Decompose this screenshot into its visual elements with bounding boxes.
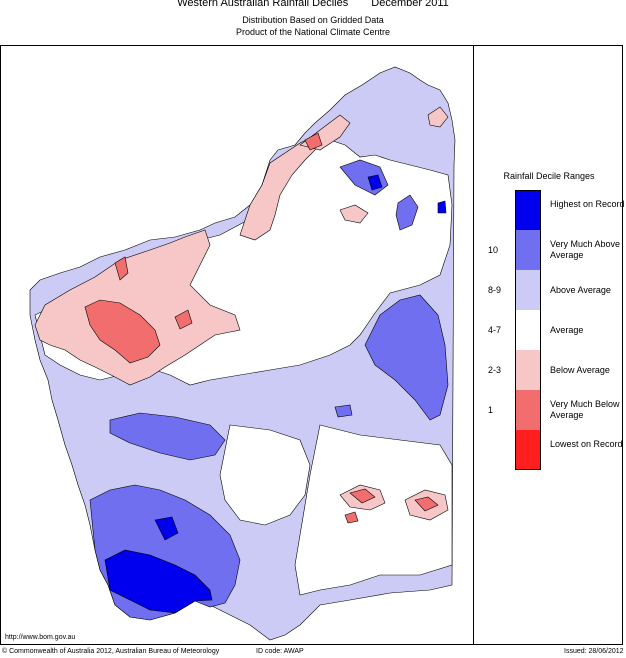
vmaa-centre: [109, 412, 226, 461]
below-average-pilbara: [34, 229, 241, 386]
bom-url: http://www.bom.gov.au: [5, 634, 76, 641]
title-period: December 2011: [371, 0, 449, 9]
legend-divider: [473, 45, 474, 645]
vmba-small-2: [174, 309, 193, 330]
map-frame: [0, 45, 623, 645]
id-code: ID code: AWAP: [256, 648, 304, 655]
legend-title: Rainfall Decile Ranges: [503, 171, 595, 181]
below-average-small: [339, 204, 369, 224]
below-average-ne: [427, 106, 449, 128]
legend-range-8-9: 8-9: [488, 285, 502, 295]
vmba-pilbara: [84, 299, 161, 364]
copyright-text: © Commonwealth of Australia 2012, Austra…: [2, 648, 220, 655]
legend-label-lowest: Lowest on Record: [550, 439, 623, 449]
legend-swatch-lowest: [515, 430, 541, 470]
issued-date: Issued: 28/06/2012: [564, 648, 624, 655]
legend-range-1: 1: [488, 405, 494, 415]
legend-range-10: 10: [488, 245, 499, 255]
legend-swatch-very-much-below: [515, 390, 541, 430]
legend-label-above: Above Average: [550, 285, 611, 295]
vmba-desert-3: [344, 511, 359, 524]
vmaa-small-2: [334, 404, 353, 418]
vmaa-east: [364, 294, 449, 421]
legend-swatch-very-much-above: [515, 230, 541, 270]
legend-label-very-much-below: Very Much Below Average: [550, 399, 620, 420]
vmba-desert-2: [414, 496, 439, 512]
highest-southwest: [104, 549, 213, 614]
legend-range-4-7: 4-7: [488, 325, 502, 335]
vmba-desert-1: [349, 488, 376, 504]
legend-label-below: Below Average: [550, 365, 610, 375]
legend-label-average: Average: [550, 325, 584, 335]
legend-label-very-much-above: Very Much Above Average: [550, 239, 621, 260]
vmba-small-1: [114, 256, 129, 281]
title-region: Western Australian Rainfall Deciles: [177, 0, 349, 9]
subtitle-product: Product of the National Climate Centre: [235, 27, 391, 37]
subtitle-distribution: Distribution Based on Gridded Data: [242, 15, 384, 25]
below-average-kimberley-coast: [239, 136, 321, 241]
map-title: Western Australian Rainfall Deciles Dece…: [0, 0, 626, 9]
legend-swatch-average: [515, 310, 541, 350]
vmaa-small-1: [395, 194, 419, 231]
highest-north: [367, 174, 383, 191]
highest-small-1: [154, 516, 179, 541]
rainfall-decile-map: [29, 66, 456, 641]
legend-swatch-above: [515, 270, 541, 310]
legend-swatch-below: [515, 350, 541, 390]
vmba-north: [304, 132, 323, 151]
legend-swatch-highest: [515, 190, 541, 230]
average-region-centre: [219, 424, 311, 526]
legend-range-2-3: 2-3: [488, 365, 502, 375]
average-region-east: [294, 424, 453, 596]
legend-label-highest: Highest on Record: [550, 199, 625, 209]
highest-small-2: [437, 200, 447, 214]
